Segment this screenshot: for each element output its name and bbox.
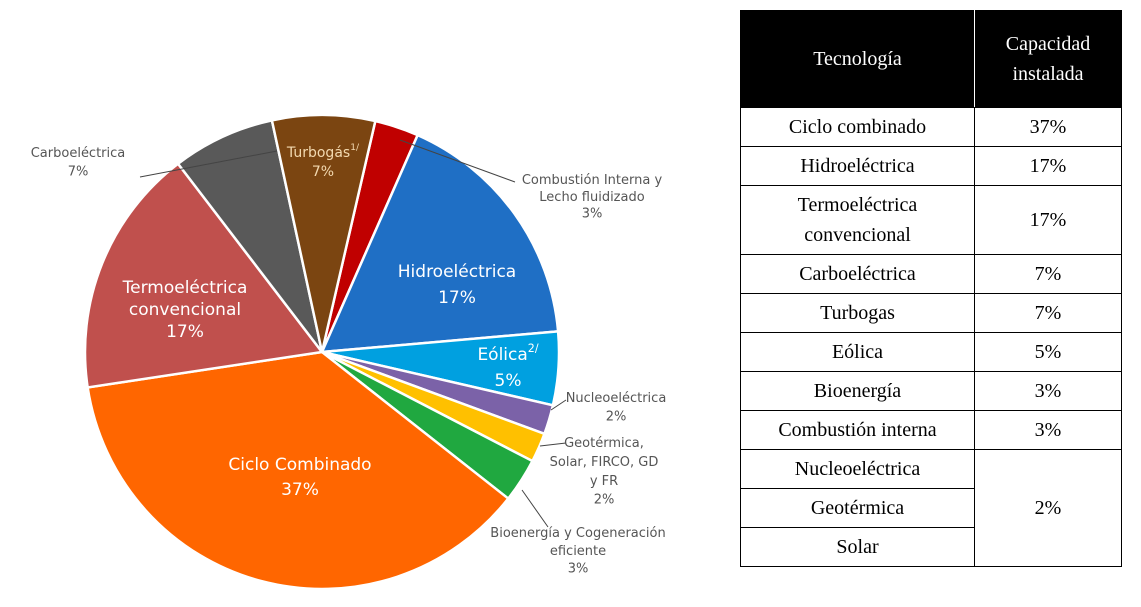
slice-label-text: Solar, FIRCO, GD: [550, 455, 659, 470]
slice-label-text: Turbogás: [286, 145, 350, 161]
value-label: 17%: [166, 322, 204, 342]
slice-label: Carboeléctrica: [31, 146, 126, 161]
pie-slice: [176, 118, 324, 353]
leader-line: [550, 399, 567, 411]
slice-label: Geotérmica,: [564, 436, 644, 451]
row: Ciclo combinado 37%: [740, 107, 1122, 147]
value-cell: 3%: [974, 410, 1122, 450]
slice-label-text: convencional: [129, 300, 241, 320]
tech-cell: Termoeléctrica convencional: [740, 185, 975, 255]
header-text: Capacidad: [1005, 33, 1091, 55]
slice-label-text: eficiente: [550, 544, 606, 559]
leader-line: [139, 150, 278, 178]
tech-cell: Combustión interna: [740, 410, 975, 450]
value-label: 17%: [438, 288, 476, 308]
slice-label-text: Nucleoeléctrica: [566, 391, 667, 406]
value-cell: 3%: [974, 371, 1122, 411]
slice-label: Eólica2/: [477, 342, 538, 365]
value-cell: 17%: [974, 185, 1122, 255]
value-label: 3%: [582, 207, 603, 222]
value-cell: 37%: [974, 107, 1122, 147]
slice-label: eficiente: [550, 544, 606, 559]
row: Combustión interna 3%: [740, 410, 1122, 450]
leader-line: [399, 139, 516, 183]
slice-label-text: Lecho fluidizado: [539, 190, 644, 205]
tech-cell: Solar: [740, 527, 975, 567]
slice-label-text: y FR: [590, 474, 618, 489]
row: Geotérmica: [740, 488, 1122, 528]
tech-cell: Carboeléctrica: [740, 254, 975, 294]
header-text: Tecnología: [813, 48, 902, 70]
slice-label: Combustión Interna y: [522, 173, 663, 188]
header-cell: Tecnología: [740, 10, 975, 108]
leader-line: [539, 442, 567, 447]
row: Termoeléctrica convencional 17%: [740, 185, 1122, 255]
value-label: 7%: [68, 165, 89, 180]
slice-label-text: Geotérmica,: [564, 436, 644, 451]
slice-label: Hidroeléctrica: [398, 262, 516, 282]
slice-label-text: Combustión Interna y: [522, 173, 663, 188]
pie-slice: [83, 161, 325, 389]
slice-label: Termoeléctrica: [122, 278, 248, 298]
tech-cell: Bioenergía: [740, 371, 975, 411]
pie-slice: [270, 113, 377, 353]
pie-chart: Combustión Interna y Lecho fluidizado 3% Hi…: [31, 113, 667, 591]
value-cell: 7%: [974, 293, 1122, 333]
slice-label: Ciclo Combinado: [228, 455, 371, 475]
header-text: instalada: [1012, 63, 1084, 85]
slice-label: Nucleoeléctrica: [566, 391, 667, 406]
slice-label: Lecho fluidizado: [539, 190, 644, 205]
value-cell: 7%: [974, 254, 1122, 294]
tech-cell: Ciclo combinado: [740, 107, 975, 147]
tech-text: convencional: [804, 224, 911, 246]
capacity-table: Tecnología Capacidad instalada Ciclo comb…: [740, 10, 1122, 567]
slice-label-text: Carboeléctrica: [31, 146, 126, 161]
row: Carboeléctrica 7%: [740, 254, 1122, 294]
value-label: 3%: [568, 562, 589, 577]
slice-label: Turbogás1/: [286, 143, 360, 162]
row: Solar: [740, 527, 1122, 567]
tech-text: Termoeléctrica: [797, 194, 918, 216]
slice-label-text: Termoeléctrica: [122, 278, 248, 298]
footnote-mark: 1/: [350, 143, 360, 153]
header-row: Tecnología Capacidad instalada: [740, 10, 1122, 108]
footnote-mark: 2/: [528, 342, 539, 355]
tech-cell: Hidroeléctrica: [740, 146, 975, 186]
tech-cell: Nucleoeléctrica: [740, 449, 975, 489]
value-cell: 17%: [974, 146, 1122, 186]
header-cell: Capacidad instalada: [974, 10, 1122, 108]
value-label: 5%: [495, 371, 522, 391]
row: Bioenergía 3%: [740, 371, 1122, 411]
tech-cell: Geotérmica: [740, 488, 975, 528]
slice-label: Solar, FIRCO, GD: [550, 455, 659, 470]
slice-label: y FR: [590, 474, 618, 489]
value-label: 2%: [594, 493, 615, 508]
value-label: 37%: [281, 480, 319, 500]
value-label: 7%: [312, 164, 334, 180]
slice-label: Bioenergía y Cogeneración: [490, 526, 665, 541]
pie-slice: [86, 350, 511, 591]
row: Eólica 5%: [740, 332, 1122, 372]
slice-label-text: Hidroeléctrica: [398, 262, 516, 282]
slice-label-text: Eólica: [477, 345, 527, 365]
value-cell: 2%: [974, 449, 1122, 567]
row: Hidroeléctrica 17%: [740, 146, 1122, 186]
slice-label: convencional: [129, 300, 241, 320]
value-label: 2%: [606, 410, 627, 425]
slice-label-text: Ciclo Combinado: [228, 455, 371, 475]
slice-label-text: Bioenergía y Cogeneración: [490, 526, 665, 541]
tech-cell: Eólica: [740, 332, 975, 372]
pie-slice: [320, 133, 560, 354]
row: Nucleoeléctrica 2%: [740, 449, 1122, 567]
tech-cell: Turbogas: [740, 293, 975, 333]
value-cell: 5%: [974, 332, 1122, 372]
leader-line: [521, 489, 549, 528]
row: Turbogas 7%: [740, 293, 1122, 333]
